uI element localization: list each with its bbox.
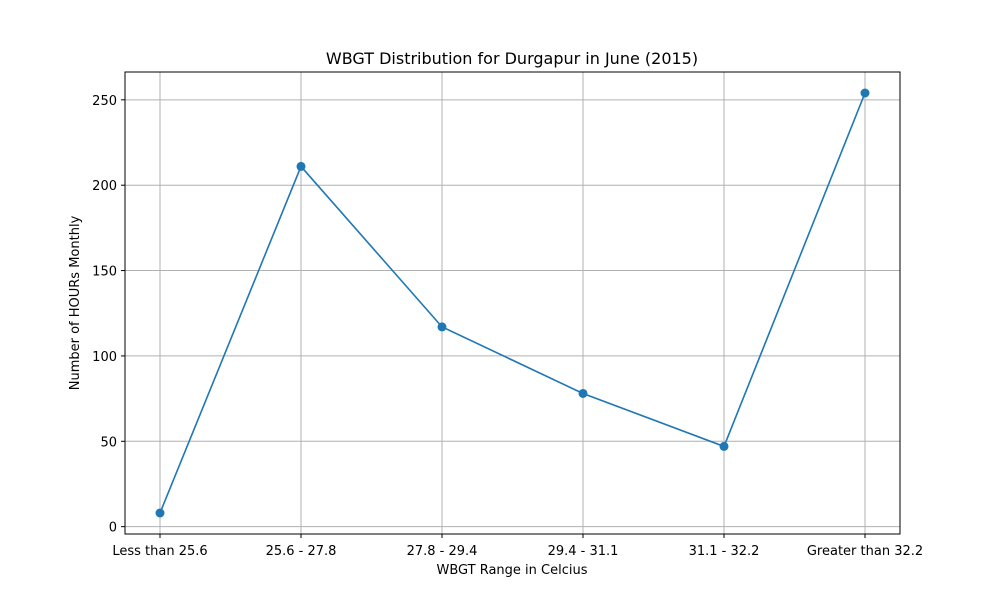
data-point [155,508,165,518]
x-tick-label: Less than 25.6 [112,544,207,559]
series-layer [155,88,870,518]
x-tick-label: Greater than 32.2 [807,544,923,559]
data-point [719,441,729,451]
x-tick-label: 31.1 - 32.2 [689,544,760,559]
grid-lines [125,72,900,534]
y-tick-label: 100 [92,350,117,365]
y-tick-label: 50 [100,435,117,450]
y-tick-label: 200 [92,179,117,194]
series-line [159,92,866,514]
y-tick-label: 0 [109,521,117,536]
data-point [296,161,306,171]
data-point [437,322,447,332]
plot-frame [124,71,901,535]
y-tick-label: 150 [92,265,117,280]
data-point [860,88,870,98]
chart-title: WBGT Distribution for Durgapur in June (… [326,49,698,68]
x-tick-label: 29.4 - 31.1 [548,544,619,559]
x-tick-label: 25.6 - 27.8 [266,544,337,559]
x-tick-label: 27.8 - 29.4 [407,544,478,559]
y-tick-label: 250 [92,94,117,109]
y-axis-label: Number of HOURs Monthly [68,215,83,390]
x-axis-label: WBGT Range in Celcius [436,563,587,578]
axis-ticks: Less than 25.6 25.6 - 27.8 27.8 - 29.4 29.4… [92,94,923,559]
data-point [578,388,588,398]
